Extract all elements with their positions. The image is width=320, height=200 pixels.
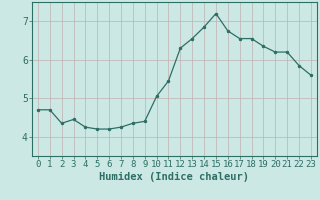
- X-axis label: Humidex (Indice chaleur): Humidex (Indice chaleur): [100, 172, 249, 182]
